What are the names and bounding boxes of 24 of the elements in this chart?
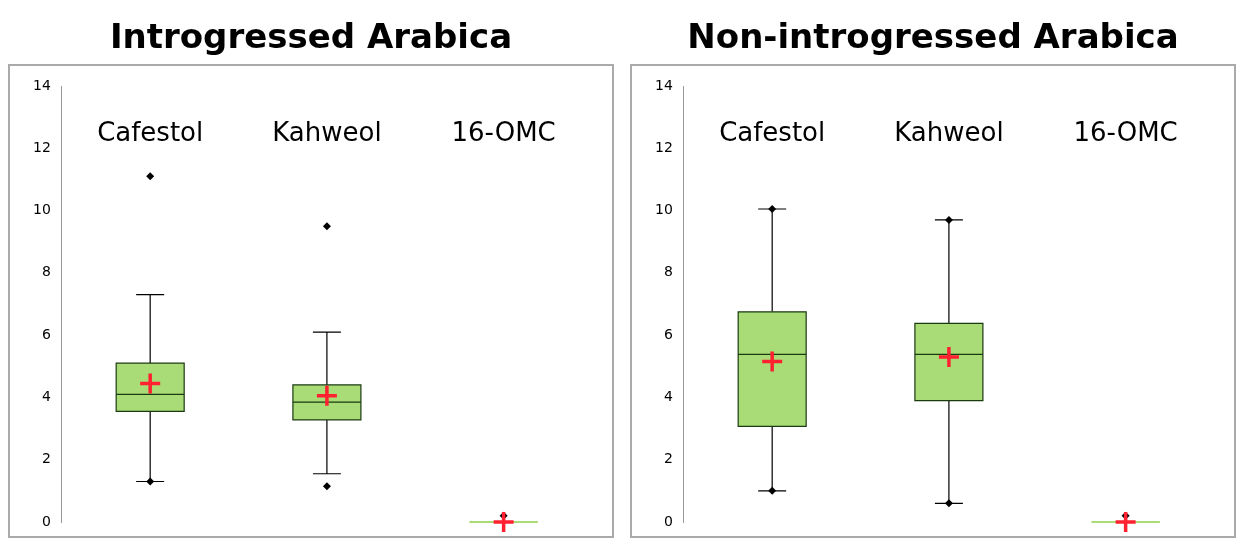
x-tick-label: Cafestol	[97, 116, 204, 147]
x-tick-label: 16-OMC	[451, 116, 556, 147]
y-tick-label: 0	[663, 512, 673, 529]
y-tick-label: 0	[41, 512, 51, 529]
x-tick-label: Cafestol	[719, 116, 826, 147]
y-tick-label: 8	[41, 263, 51, 280]
y-tick-label: 2	[663, 450, 673, 467]
y-tick-label: 6	[663, 325, 673, 342]
y-tick-label: 4	[663, 388, 673, 405]
y-tick-label: 10	[654, 201, 673, 218]
y-tick-label: 10	[32, 201, 51, 218]
x-tick-label: 16-OMC	[1073, 116, 1178, 147]
chart-title: Introgressed Arabica	[108, 15, 514, 58]
y-tick-label: 4	[41, 388, 51, 405]
y-tick-label: 8	[663, 263, 673, 280]
x-tick-label: Kahweol	[272, 116, 382, 147]
y-tick-label: 6	[41, 325, 51, 342]
y-tick-label: 12	[654, 138, 673, 155]
x-tick-label: Kahweol	[894, 116, 1004, 147]
y-tick-label: 14	[654, 76, 673, 93]
chart-title: Non-introgressed Arabica	[686, 15, 1180, 58]
y-tick-label: 14	[32, 76, 51, 93]
y-tick-label: 12	[32, 138, 51, 155]
y-tick-label: 2	[41, 450, 51, 467]
